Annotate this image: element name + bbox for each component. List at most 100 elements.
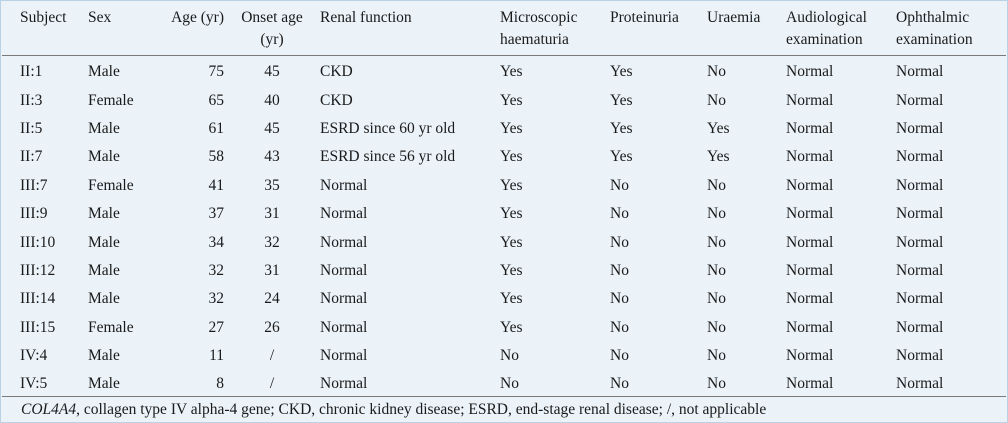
cell-onset-age: 31 bbox=[264, 261, 280, 279]
cell-ophthalmic: Normal bbox=[896, 148, 944, 166]
cell-haematuria: Yes bbox=[500, 63, 523, 81]
cell-haematuria: Yes bbox=[500, 205, 523, 223]
cell-sex: Male bbox=[88, 290, 120, 308]
cell-age: 61 bbox=[208, 119, 225, 137]
table-row: II:5 Male 61 45 ESRD since 60 yr old Yes Yes Ye… bbox=[2, 115, 1006, 143]
cell-audiological: Normal bbox=[786, 290, 834, 308]
cell-haematuria: No bbox=[500, 347, 519, 365]
cell-haematuria: No bbox=[500, 375, 519, 393]
cell-audiological: Normal bbox=[786, 261, 834, 279]
cell-subject: IV:4 bbox=[20, 347, 48, 365]
cell-sex: Male bbox=[88, 119, 120, 137]
cell-audiological: Normal bbox=[786, 205, 834, 223]
footnote-gene-name: COL4A4 bbox=[21, 401, 77, 418]
cell-uraemia: Yes bbox=[707, 119, 730, 137]
cell-age: 27 bbox=[208, 318, 225, 336]
cell-proteinuria: No bbox=[610, 318, 629, 336]
cell-uraemia: No bbox=[707, 290, 726, 308]
cell-audiological: Normal bbox=[786, 119, 834, 137]
header-line: Uraemia bbox=[707, 9, 761, 26]
cell-uraemia: No bbox=[707, 375, 726, 393]
header-age: Age (yr) bbox=[160, 2, 224, 56]
clinical-data-table: Subject Sex Age (yr) Onset age (yr) Renal fun… bbox=[2, 2, 1006, 399]
cell-audiological: Normal bbox=[786, 176, 834, 194]
cell-uraemia: No bbox=[707, 347, 726, 365]
footnote-text: , collagen type IV alpha-4 gene; CKD, ch… bbox=[76, 401, 767, 418]
cell-onset-age: 31 bbox=[264, 205, 280, 223]
cell-age: 32 bbox=[208, 261, 225, 279]
cell-ophthalmic: Normal bbox=[896, 63, 944, 81]
cell-audiological: Normal bbox=[786, 233, 834, 251]
cell-subject: II:7 bbox=[20, 148, 43, 166]
cell-proteinuria: No bbox=[610, 261, 629, 279]
header-line: Sex bbox=[88, 9, 112, 26]
cell-renal-function: Normal bbox=[320, 318, 368, 336]
cell-haematuria: Yes bbox=[500, 233, 523, 251]
cell-onset-age: / bbox=[269, 375, 275, 393]
cell-renal-function: ESRD since 60 yr old bbox=[320, 119, 456, 137]
cell-haematuria: Yes bbox=[500, 176, 523, 194]
header-sex: Sex bbox=[88, 2, 160, 56]
table-body: II:1 Male 75 45 CKD Yes Yes No Normal Normal II:3 F… bbox=[2, 56, 1006, 399]
table-row: IV:5 Male 8 / Normal No No No Normal Normal bbox=[2, 370, 1006, 398]
cell-proteinuria: No bbox=[610, 375, 629, 393]
header-onset-age: Onset age (yr) bbox=[224, 2, 320, 56]
cell-onset-age: 26 bbox=[264, 318, 280, 336]
cell-sex: Male bbox=[88, 261, 120, 279]
cell-onset-age: / bbox=[269, 347, 275, 365]
cell-ophthalmic: Normal bbox=[896, 347, 944, 365]
cell-ophthalmic: Normal bbox=[896, 205, 944, 223]
cell-proteinuria: No bbox=[610, 176, 629, 194]
table-row: III:15 Female 27 26 Normal Yes No No Normal Norma… bbox=[2, 314, 1006, 342]
cell-haematuria: Yes bbox=[500, 119, 523, 137]
cell-renal-function: Normal bbox=[320, 375, 368, 393]
cell-uraemia: No bbox=[707, 261, 726, 279]
header-line: (yr) bbox=[260, 31, 284, 48]
cell-sex: Female bbox=[88, 318, 134, 336]
cell-age: 34 bbox=[208, 233, 225, 251]
cell-subject: II:1 bbox=[20, 63, 43, 81]
cell-subject: III:10 bbox=[20, 233, 56, 251]
cell-sex: Male bbox=[88, 63, 120, 81]
cell-onset-age: 40 bbox=[264, 91, 280, 109]
header-line: Age (yr) bbox=[171, 9, 224, 26]
cell-proteinuria: No bbox=[610, 347, 629, 365]
cell-renal-function: Normal bbox=[320, 233, 368, 251]
cell-haematuria: Yes bbox=[500, 148, 523, 166]
cell-proteinuria: Yes bbox=[610, 148, 633, 166]
header-line: examination bbox=[896, 31, 973, 48]
cell-onset-age: 43 bbox=[264, 148, 280, 166]
cell-age: 75 bbox=[208, 63, 225, 81]
cell-audiological: Normal bbox=[786, 375, 834, 393]
cell-age: 32 bbox=[208, 290, 225, 308]
table-row: III:12 Male 32 31 Normal Yes No No Normal Normal bbox=[2, 257, 1006, 285]
cell-renal-function: Normal bbox=[320, 347, 368, 365]
table-row: II:1 Male 75 45 CKD Yes Yes No Normal Normal bbox=[2, 56, 1006, 87]
cell-audiological: Normal bbox=[786, 148, 834, 166]
cell-onset-age: 45 bbox=[264, 119, 280, 137]
cell-subject: III:12 bbox=[20, 261, 56, 279]
cell-sex: Male bbox=[88, 375, 120, 393]
cell-proteinuria: Yes bbox=[610, 119, 633, 137]
cell-proteinuria: Yes bbox=[610, 91, 633, 109]
table-row: III:14 Male 32 24 Normal Yes No No Normal Normal bbox=[2, 285, 1006, 313]
cell-uraemia: No bbox=[707, 233, 726, 251]
cell-renal-function: Normal bbox=[320, 261, 368, 279]
cell-subject: IV:5 bbox=[20, 375, 48, 393]
cell-renal-function: CKD bbox=[320, 63, 353, 81]
cell-renal-function: Normal bbox=[320, 290, 368, 308]
cell-sex: Male bbox=[88, 205, 120, 223]
table-row: III:9 Male 37 31 Normal Yes No No Normal Normal bbox=[2, 200, 1006, 228]
cell-proteinuria: No bbox=[610, 205, 629, 223]
cell-renal-function: Normal bbox=[320, 176, 368, 194]
table-row: III:7 Female 41 35 Normal Yes No No Normal Normal bbox=[2, 172, 1006, 200]
cell-audiological: Normal bbox=[786, 318, 834, 336]
header-uraemia: Uraemia bbox=[707, 2, 786, 56]
cell-uraemia: Yes bbox=[707, 148, 730, 166]
cell-proteinuria: No bbox=[610, 290, 629, 308]
table-row: IV:4 Male 11 / Normal No No No Normal Normal bbox=[2, 342, 1006, 370]
cell-ophthalmic: Normal bbox=[896, 290, 944, 308]
header-line: Proteinuria bbox=[610, 9, 679, 26]
cell-haematuria: Yes bbox=[500, 91, 523, 109]
header-line: haematuria bbox=[500, 31, 569, 48]
